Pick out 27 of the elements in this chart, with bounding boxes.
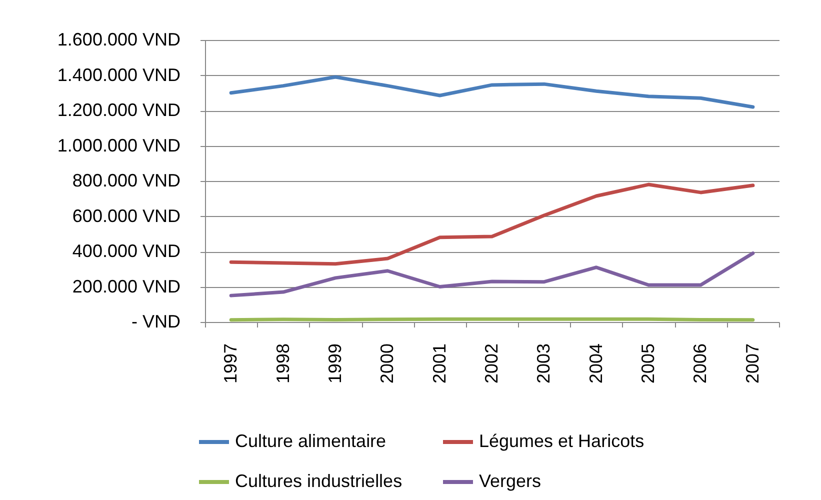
legend-label: Légumes et Haricots [479,431,644,451]
y-tick-label: 200.000 VND [72,276,180,296]
y-tick-label: 800.000 VND [72,170,180,190]
y-tick-label: - VND [132,312,180,332]
x-tick-label: 2001 [429,344,450,384]
x-tick-label: 2007 [742,344,762,384]
line-series [229,182,755,266]
legend-label: Cultures industrielles [235,471,402,491]
y-tick-label: 600.000 VND [72,206,180,226]
y-tick-label: 400.000 VND [72,241,180,261]
legend-label: Vergers [479,471,542,491]
x-tick-label: 2002 [482,344,502,384]
line-series [229,75,755,109]
y-tick-label: 1.000.000 VND [57,135,180,156]
x-tick-label: 2004 [586,344,606,384]
x-tick-label: 2003 [534,344,554,384]
x-tick-label: 1997 [220,344,241,384]
y-tick-label: 1.600.000 VND [57,30,180,50]
y-tick-label: 1.400.000 VND [57,64,180,85]
x-tick-label: 2006 [690,344,710,384]
legend-label: Culture alimentaire [235,431,386,451]
x-tick-label: 1998 [272,344,293,384]
x-tick-label: 1999 [324,344,345,384]
x-tick-label: 2000 [377,344,398,384]
line-series [229,252,755,298]
y-tick-label: 1.200.000 VND [57,100,180,120]
x-tick-label: 2005 [638,344,658,384]
